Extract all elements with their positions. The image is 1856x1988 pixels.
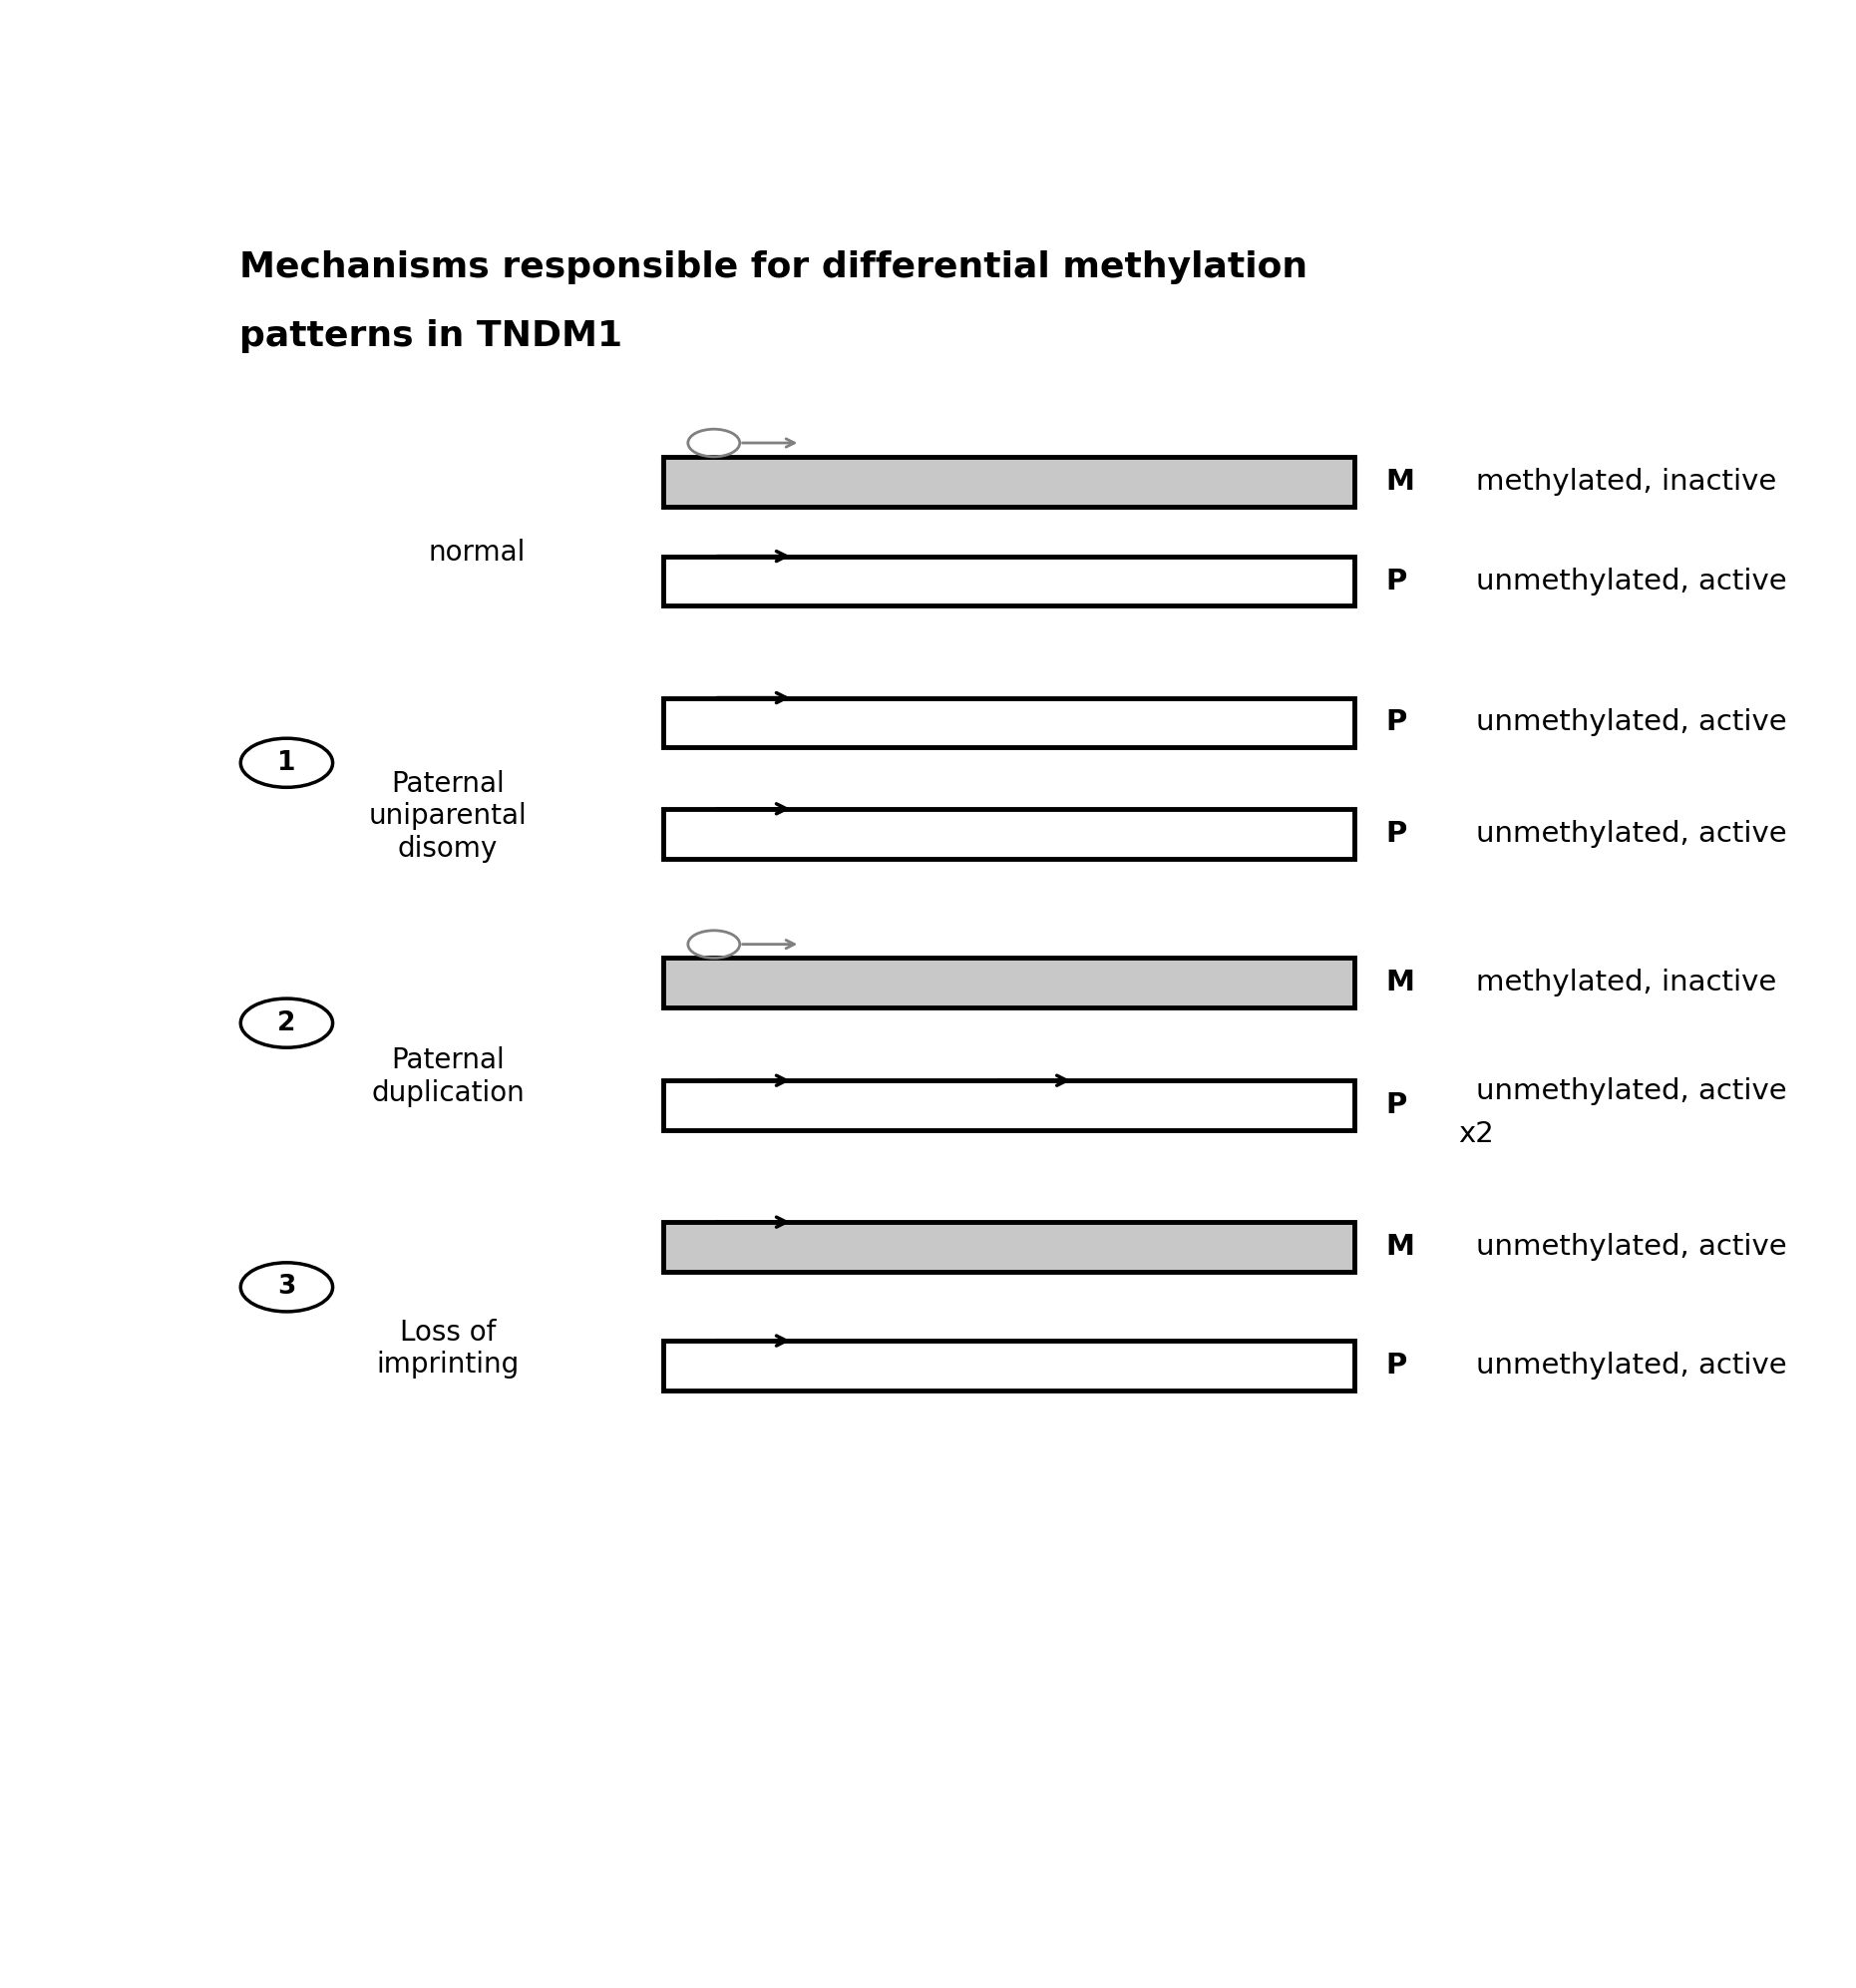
Text: normal: normal bbox=[429, 539, 525, 567]
Text: unmethylated, active: unmethylated, active bbox=[1476, 567, 1787, 594]
Text: 1: 1 bbox=[277, 749, 295, 775]
Text: x2: x2 bbox=[1459, 1121, 1494, 1149]
Bar bbox=[664, 958, 1355, 1008]
Text: Paternal
duplication: Paternal duplication bbox=[371, 1046, 525, 1107]
Text: P: P bbox=[1386, 819, 1407, 847]
Text: 3: 3 bbox=[278, 1274, 295, 1300]
Bar bbox=[664, 1340, 1355, 1390]
Text: unmethylated, active: unmethylated, active bbox=[1476, 819, 1787, 847]
Text: P: P bbox=[1386, 1091, 1407, 1119]
Text: M: M bbox=[1386, 467, 1414, 495]
Text: P: P bbox=[1386, 567, 1407, 594]
Text: 2: 2 bbox=[278, 1010, 295, 1036]
Text: Paternal
uniparental
disomy: Paternal uniparental disomy bbox=[369, 769, 527, 863]
Text: methylated, inactive: methylated, inactive bbox=[1476, 467, 1776, 495]
Bar bbox=[664, 457, 1355, 507]
Text: P: P bbox=[1386, 1352, 1407, 1380]
Bar bbox=[664, 1223, 1355, 1272]
Text: M: M bbox=[1386, 968, 1414, 996]
Bar bbox=[664, 557, 1355, 606]
Text: M: M bbox=[1386, 1233, 1414, 1260]
Text: patterns in TNDM1: patterns in TNDM1 bbox=[239, 318, 622, 352]
Text: unmethylated, active: unmethylated, active bbox=[1476, 1233, 1787, 1260]
Text: unmethylated, active: unmethylated, active bbox=[1476, 1077, 1787, 1105]
Text: Loss of
imprinting: Loss of imprinting bbox=[377, 1318, 520, 1378]
Bar bbox=[664, 1081, 1355, 1131]
Text: methylated, inactive: methylated, inactive bbox=[1476, 968, 1776, 996]
Bar bbox=[664, 698, 1355, 747]
Text: P: P bbox=[1386, 708, 1407, 738]
Bar bbox=[664, 809, 1355, 859]
Text: unmethylated, active: unmethylated, active bbox=[1476, 708, 1787, 738]
Text: unmethylated, active: unmethylated, active bbox=[1476, 1352, 1787, 1380]
Text: Mechanisms responsible for differential methylation: Mechanisms responsible for differential … bbox=[239, 250, 1307, 284]
